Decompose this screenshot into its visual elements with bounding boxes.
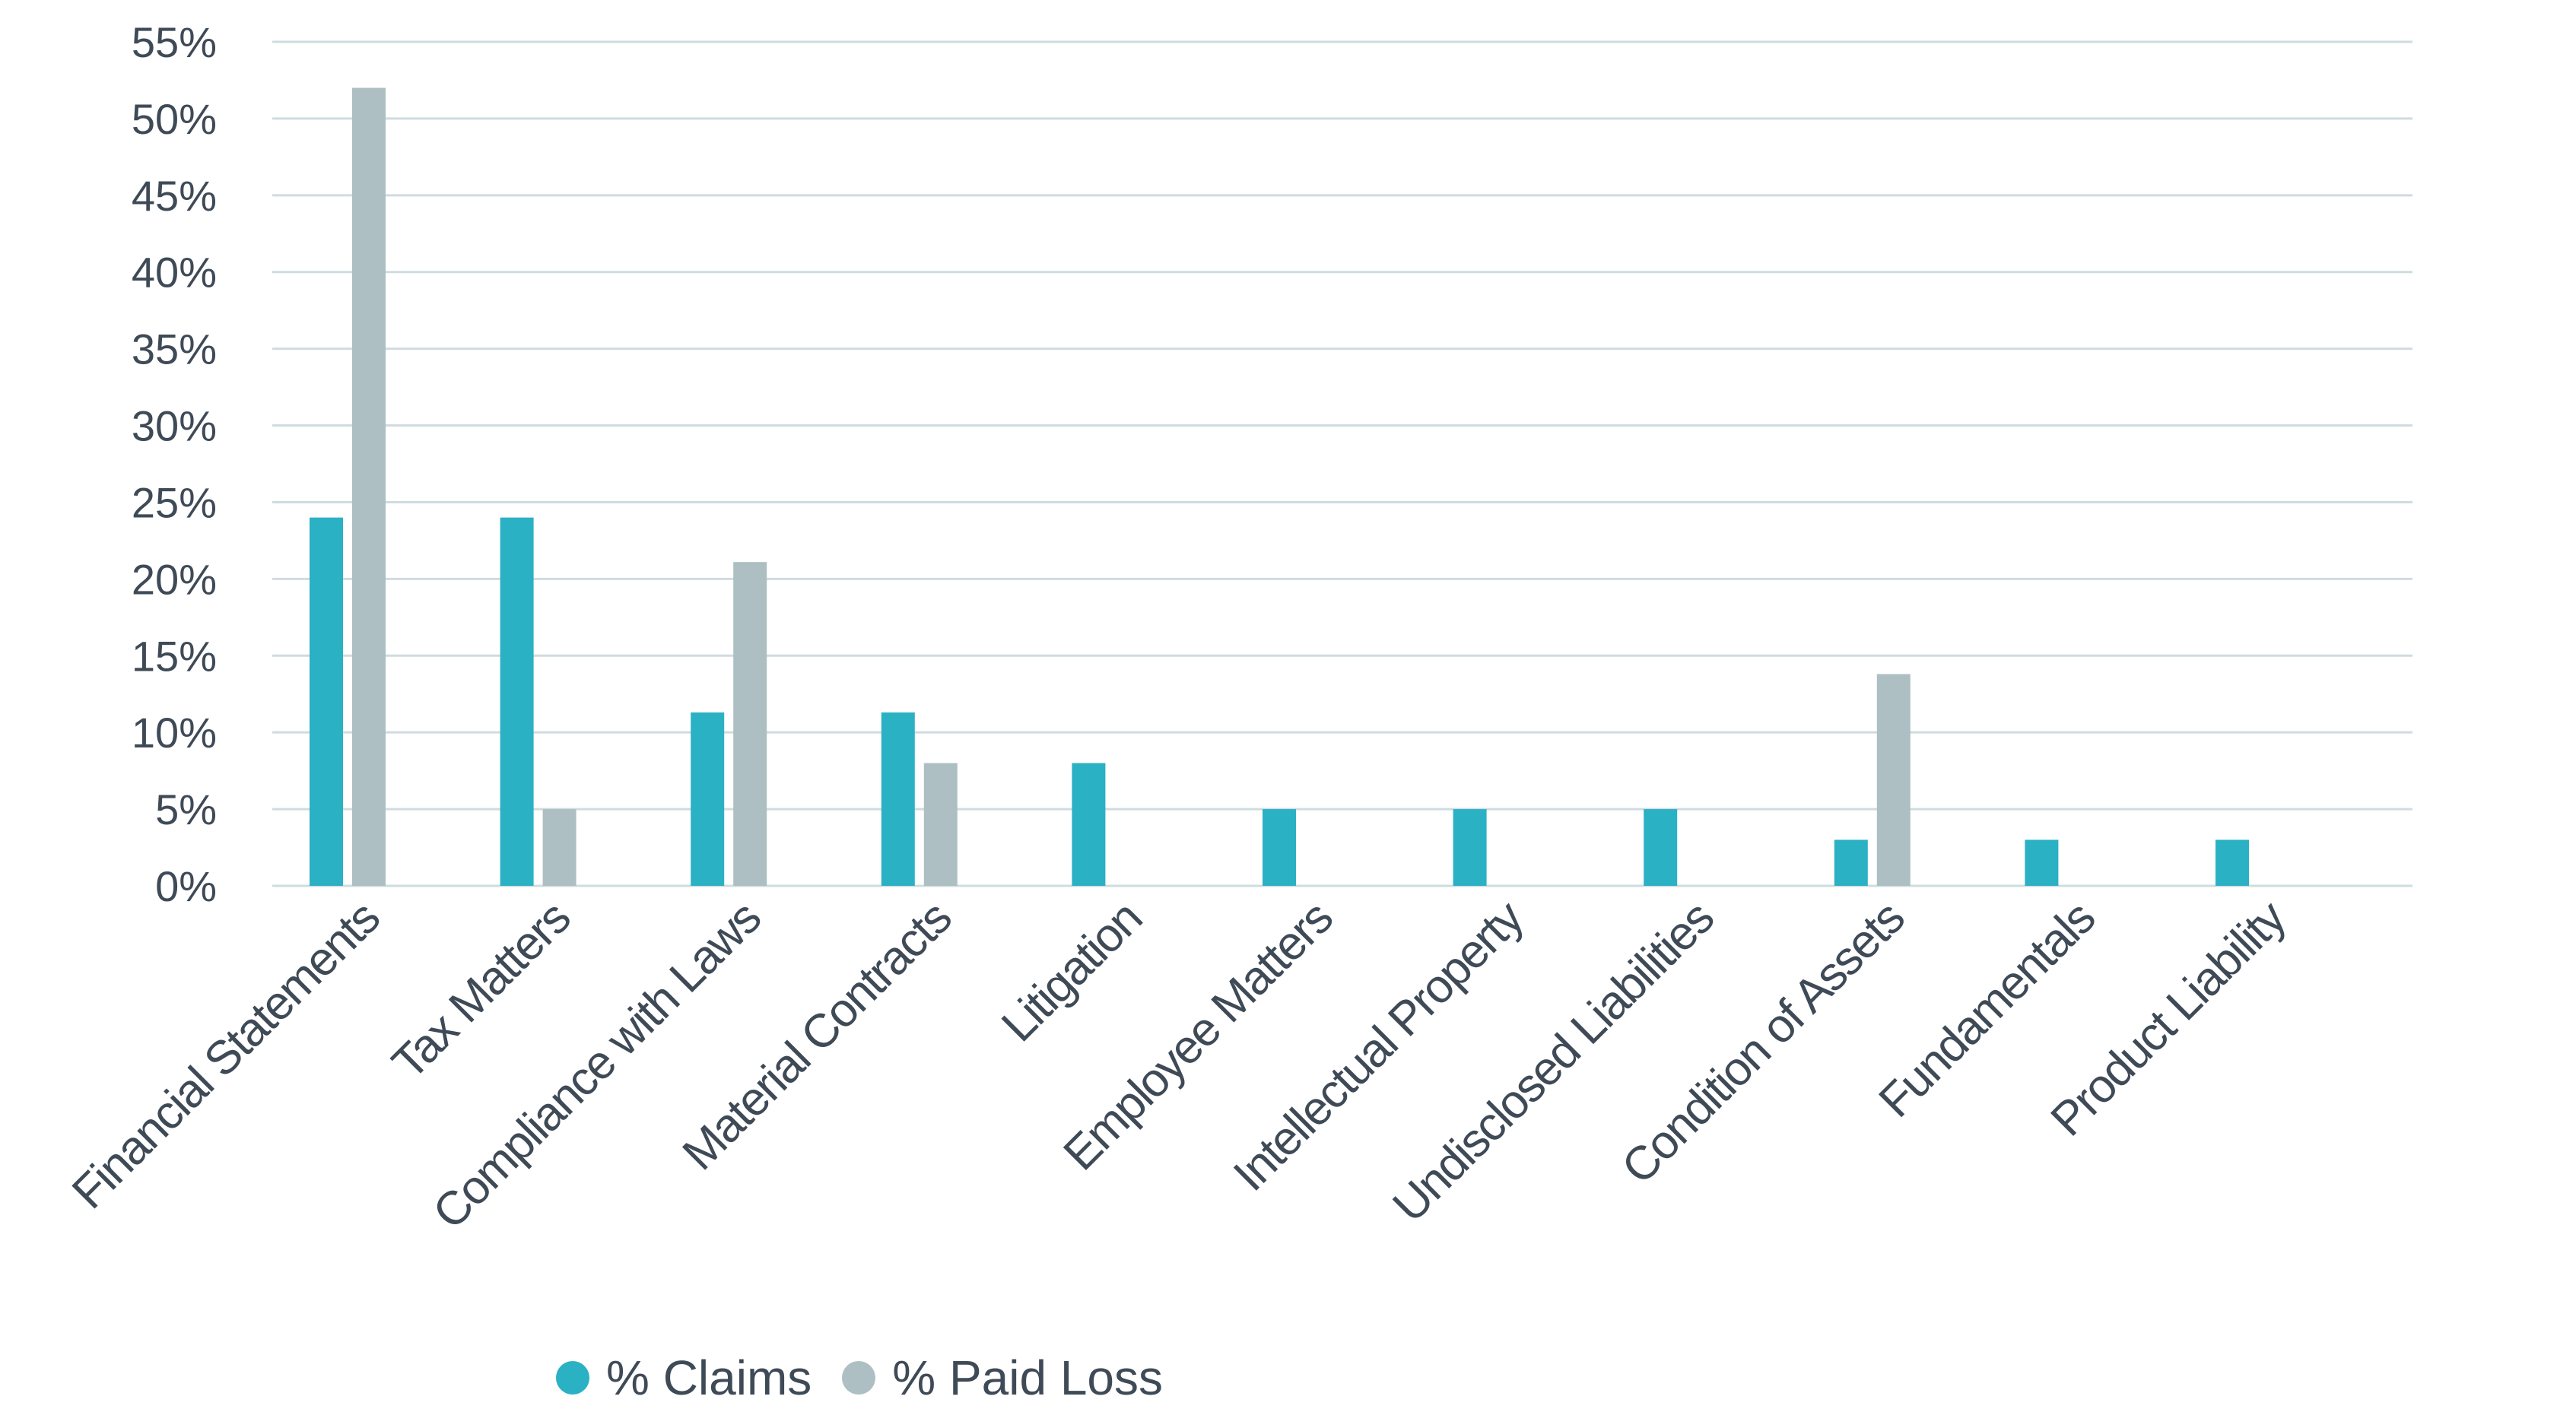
bar-claims	[1072, 763, 1106, 886]
x-category-label: Compliance with Laws	[423, 892, 770, 1239]
x-category-label: Financial Statements	[62, 892, 389, 1219]
y-tick-label: 50%	[132, 95, 217, 143]
bar-claims	[881, 712, 915, 886]
bar-claims	[1263, 809, 1296, 886]
x-category-label: Undisclosed Liabilities	[1383, 892, 1724, 1233]
bar-paid-loss	[542, 809, 577, 886]
y-tick-label: 0%	[155, 862, 217, 910]
y-tick-label: 35%	[132, 325, 217, 373]
bar-claims	[310, 517, 343, 886]
bar-paid-loss	[1876, 674, 1911, 886]
y-tick-label: 45%	[132, 172, 217, 220]
y-tick-label: 15%	[132, 632, 217, 680]
y-tick-label: 40%	[132, 249, 217, 297]
bar-claims	[1453, 809, 1487, 886]
x-category-label: Litigation	[992, 892, 1151, 1052]
y-tick-label: 10%	[132, 709, 217, 757]
x-category-label: Tax Matters	[383, 892, 580, 1090]
bar-paid-loss	[733, 562, 767, 886]
bar-claims	[691, 712, 725, 886]
y-tick-label: 55%	[132, 18, 217, 66]
gridlines	[272, 40, 2412, 887]
bar-claims	[500, 517, 534, 886]
bar-claims	[2025, 839, 2059, 886]
legend-label-claims: % Claims	[606, 1350, 812, 1405]
legend: % Claims % Paid Loss	[0, 1350, 1719, 1406]
bar-claims	[1834, 839, 1868, 886]
legend-label-paid-loss: % Paid Loss	[892, 1350, 1163, 1405]
bar-paid-loss	[352, 87, 386, 887]
y-tick-label: 5%	[155, 785, 217, 833]
legend-item-paid-loss[interactable]: % Paid Loss	[842, 1350, 1163, 1406]
bar-claims	[2215, 839, 2249, 886]
bars	[310, 87, 2249, 887]
paid-loss-marker-icon	[842, 1361, 876, 1395]
claims-marker-icon	[556, 1361, 589, 1395]
bar-paid-loss	[923, 763, 958, 886]
y-axis-tick-labels: 0% 5% 10% 15% 20% 25% 30% 35% 40% 45% 50% 55%	[132, 18, 217, 910]
bar-claims	[1644, 809, 1678, 886]
y-tick-label: 20%	[132, 555, 217, 603]
y-tick-label: 30%	[132, 402, 217, 450]
y-tick-label: 25%	[132, 478, 217, 526]
legend-item-claims[interactable]: % Claims	[556, 1350, 812, 1406]
